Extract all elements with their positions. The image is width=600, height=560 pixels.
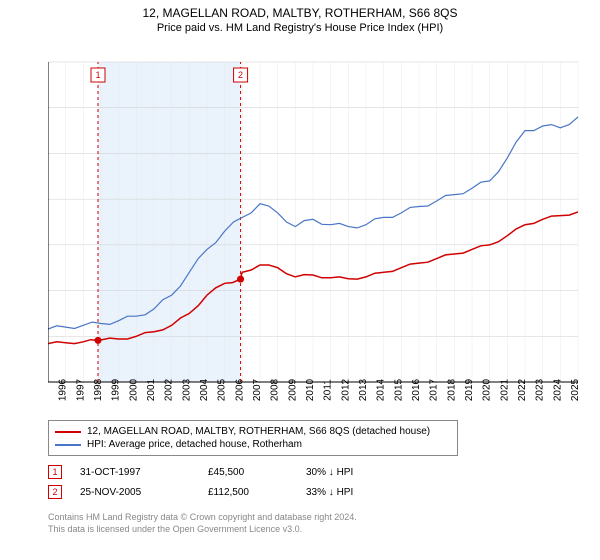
chart-area: £0£50K£100K£150K£200K£250K£300K£350K1995…	[48, 42, 588, 412]
marker-badge: 2	[48, 485, 62, 499]
chart-svg: £0£50K£100K£150K£200K£250K£300K£350K1995…	[48, 42, 588, 412]
table-row: 2 25-NOV-2005 £112,500 33% ↓ HPI	[48, 482, 396, 502]
transaction-date: 25-NOV-2005	[80, 487, 190, 498]
transaction-price: £112,500	[208, 487, 288, 498]
svg-text:2: 2	[238, 70, 243, 80]
legend-swatch	[55, 431, 81, 433]
chart-subtitle: Price paid vs. HM Land Registry's House …	[0, 20, 600, 34]
legend-swatch	[55, 444, 81, 446]
footer: Contains HM Land Registry data © Crown c…	[48, 512, 357, 535]
footer-line: Contains HM Land Registry data © Crown c…	[48, 512, 357, 524]
legend: 12, MAGELLAN ROAD, MALTBY, ROTHERHAM, S6…	[48, 420, 458, 456]
legend-row: 12, MAGELLAN ROAD, MALTBY, ROTHERHAM, S6…	[55, 425, 451, 438]
transactions-table: 1 31-OCT-1997 £45,500 30% ↓ HPI 2 25-NOV…	[48, 462, 396, 502]
transaction-pct: 30% ↓ HPI	[306, 467, 396, 478]
footer-line: This data is licensed under the Open Gov…	[48, 524, 357, 536]
legend-row: HPI: Average price, detached house, Roth…	[55, 438, 451, 451]
transaction-date: 31-OCT-1997	[80, 467, 190, 478]
chart-title: 12, MAGELLAN ROAD, MALTBY, ROTHERHAM, S6…	[0, 0, 600, 20]
legend-label: 12, MAGELLAN ROAD, MALTBY, ROTHERHAM, S6…	[87, 426, 430, 437]
transaction-price: £45,500	[208, 467, 288, 478]
legend-label: HPI: Average price, detached house, Roth…	[87, 439, 302, 450]
table-row: 1 31-OCT-1997 £45,500 30% ↓ HPI	[48, 462, 396, 482]
marker-badge: 1	[48, 465, 62, 479]
transaction-pct: 33% ↓ HPI	[306, 487, 396, 498]
svg-text:1: 1	[95, 70, 100, 80]
chart-container: 12, MAGELLAN ROAD, MALTBY, ROTHERHAM, S6…	[0, 0, 600, 560]
